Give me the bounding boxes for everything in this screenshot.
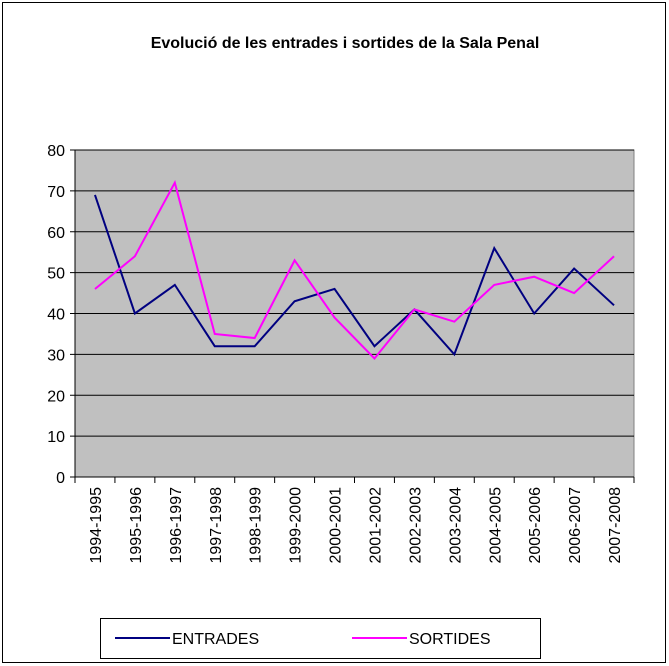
x-tick-label: 1995-1996 xyxy=(128,487,145,564)
data-line xyxy=(94,194,615,357)
x-tick-label: 2003-2004 xyxy=(447,487,464,564)
x-tick-label: 2002-2003 xyxy=(407,487,424,564)
chart-title: Evolució de les entrades i sortides de l… xyxy=(150,35,540,52)
x-tick-label: 2007-2008 xyxy=(607,487,624,564)
x-tick-label: 2005-2006 xyxy=(527,487,544,564)
x-tick-label: 1994-1995 xyxy=(88,487,105,564)
x-tick-label: 1997-1998 xyxy=(208,487,225,564)
y-tick-label: 50 xyxy=(47,266,65,283)
x-tick-label: 2006-2007 xyxy=(567,487,584,564)
x-tick-label: 1998-1999 xyxy=(248,487,265,564)
x-tick-label: 2000-2001 xyxy=(328,487,345,564)
y-tick-label: 40 xyxy=(47,307,65,324)
x-tick-label: 1996-1997 xyxy=(168,487,185,564)
x-tick-label: 1999-2000 xyxy=(288,487,305,564)
legend-label: SORTIDES xyxy=(409,631,491,648)
x-tick-label: 2001-2002 xyxy=(367,487,384,564)
legend-box xyxy=(100,618,541,659)
y-tick-label: 70 xyxy=(47,184,65,201)
y-tick-label: 0 xyxy=(56,470,65,487)
y-tick-label: 60 xyxy=(47,225,65,242)
x-tick-label: 2004-2005 xyxy=(487,487,504,564)
y-tick-label: 10 xyxy=(47,429,65,446)
y-tick-label: 20 xyxy=(47,388,65,405)
y-tick-label: 80 xyxy=(47,143,65,160)
data-line xyxy=(94,180,615,360)
y-tick-label: 30 xyxy=(47,347,65,364)
legend-label: ENTRADES xyxy=(172,631,259,648)
